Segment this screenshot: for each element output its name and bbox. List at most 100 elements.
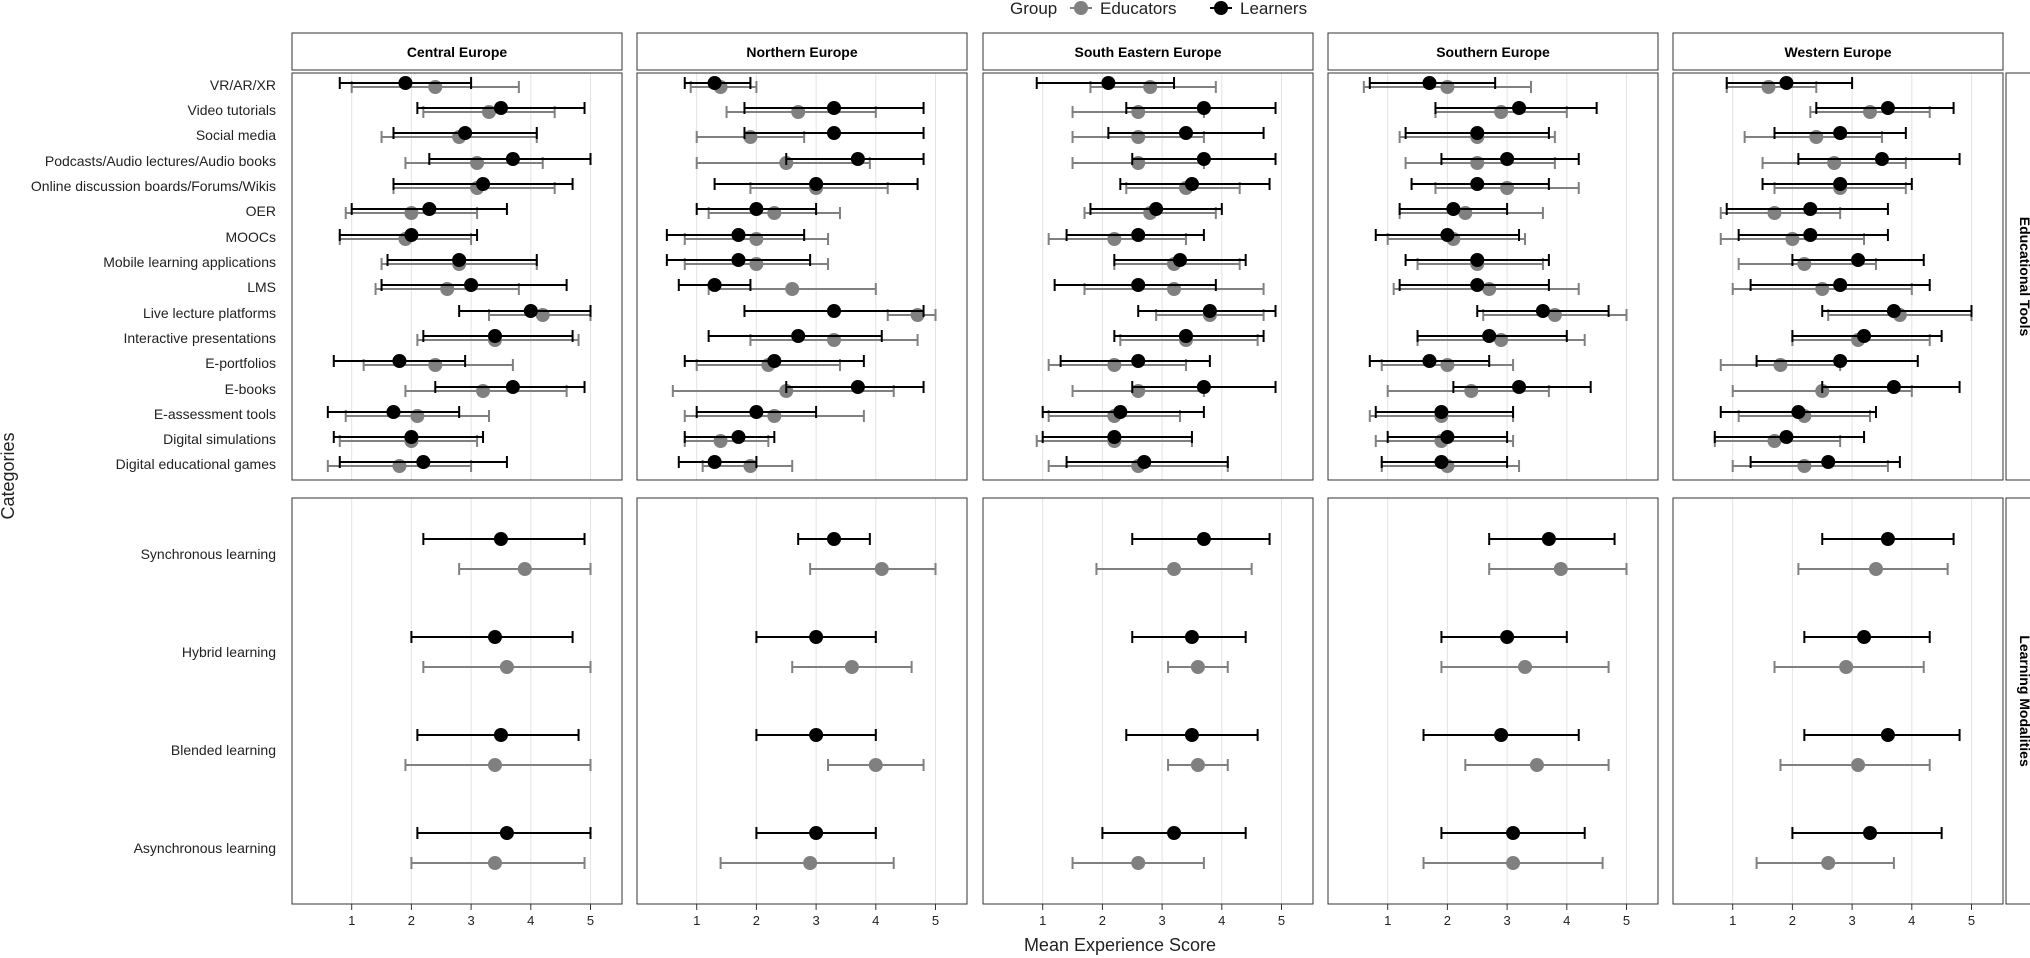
x-tick-label: 3 — [1158, 913, 1165, 928]
learners-point — [1440, 228, 1455, 242]
panel-1-2 — [982, 497, 1314, 905]
x-tick-label: 5 — [932, 913, 939, 928]
category-label: Video tutorials — [188, 102, 276, 118]
legend-key-educators — [1074, 1, 1088, 15]
learners-point — [487, 630, 502, 644]
learners-point — [731, 228, 746, 242]
learners-point — [827, 101, 842, 115]
learners-point — [1107, 430, 1122, 444]
x-tick-label: 3 — [1848, 913, 1855, 928]
learners-point — [1434, 405, 1449, 419]
panel-frame — [636, 497, 968, 905]
learners-point — [1131, 278, 1146, 292]
learners-point — [1803, 228, 1818, 242]
category-label: OER — [246, 203, 276, 219]
x-tick-label: 1 — [693, 913, 700, 928]
x-tick-label: 4 — [1218, 913, 1225, 928]
educators-point — [1506, 856, 1521, 870]
learners-point — [1422, 354, 1437, 368]
learners-point — [1833, 126, 1848, 140]
learners-point — [1196, 101, 1211, 115]
educators-point — [517, 562, 532, 576]
x-tick-label: 4 — [527, 913, 534, 928]
educators-point — [785, 282, 800, 296]
x-tick-label: 1 — [348, 913, 355, 928]
learners-point — [1833, 278, 1848, 292]
row-strip-label: Learning Modalities — [2017, 635, 2030, 767]
learners-point — [1196, 152, 1211, 166]
learners-point — [809, 630, 824, 644]
x-tick-label: 3 — [1503, 913, 1510, 928]
legend-label-educators: Educators — [1100, 0, 1177, 18]
x-tick-label: 5 — [1278, 913, 1285, 928]
learners-point — [1149, 202, 1164, 216]
learners-point — [505, 152, 520, 166]
learners-point — [1541, 532, 1556, 546]
panel-0-2 — [982, 72, 1314, 481]
educators-point — [803, 856, 818, 870]
panel-1-3 — [1327, 497, 1659, 905]
learners-point — [493, 728, 508, 742]
panel-frame — [982, 497, 1314, 905]
strip-2 — [982, 32, 1314, 71]
category-label: Mobile learning applications — [103, 254, 276, 270]
learners-point — [422, 202, 437, 216]
category-label: Interactive presentations — [123, 330, 276, 346]
strip-1 — [636, 32, 968, 71]
learners-point — [1880, 101, 1895, 115]
learners-point — [1184, 630, 1199, 644]
category-labels: VR/AR/XR Video tutorials Social media Podca… — [31, 77, 276, 856]
learners-point — [707, 278, 722, 292]
strip-4 — [1672, 32, 2004, 71]
learners-point — [1779, 76, 1794, 90]
educators-point — [1529, 758, 1544, 772]
learners-point — [1886, 304, 1901, 318]
panel-1-0 — [291, 497, 623, 905]
learners-point — [809, 177, 824, 191]
x-tick-label: 2 — [408, 913, 415, 928]
learners-point — [458, 126, 473, 140]
category-label: Blended learning — [171, 742, 276, 758]
learners-point — [1874, 152, 1889, 166]
category-label: Social media — [196, 127, 276, 143]
x-tick-label: 1 — [1039, 913, 1046, 928]
learners-point — [1512, 380, 1527, 394]
category-label: VR/AR/XR — [210, 77, 276, 93]
legend-title: Group — [1010, 0, 1057, 18]
learners-point — [1535, 304, 1550, 318]
x-tick-label: 5 — [1968, 913, 1975, 928]
learners-point — [749, 202, 764, 216]
panel-0-3 — [1327, 72, 1659, 481]
panel-frame — [1672, 497, 2004, 905]
x-axis-title: Mean Experience Score — [1024, 935, 1216, 955]
x-axis: 1 2 3 4 5 1 2 3 4 5 1 2 3 4 5 1 2 3 4 5 1 2 3 4 5 — [348, 904, 1975, 928]
learners-point — [1196, 532, 1211, 546]
row-strip-label: Educational Tools — [2017, 217, 2030, 337]
learners-point — [1803, 202, 1818, 216]
educators-point — [874, 562, 889, 576]
learners-point — [1470, 177, 1485, 191]
learners-point — [827, 126, 842, 140]
learners-point — [523, 304, 538, 318]
educators-point — [1131, 856, 1146, 870]
x-tick-label: 3 — [812, 913, 819, 928]
learners-point — [1500, 630, 1515, 644]
learners-point — [1440, 430, 1455, 444]
learners-point — [1101, 76, 1116, 90]
x-tick-label: 2 — [1444, 913, 1451, 928]
x-tick-label: 5 — [1623, 913, 1630, 928]
learners-point — [1196, 380, 1211, 394]
learners-point — [1791, 405, 1806, 419]
x-tick-label: 4 — [1563, 913, 1570, 928]
learners-point — [404, 228, 419, 242]
learners-point — [1857, 329, 1872, 343]
category-label: Hybrid learning — [182, 644, 276, 660]
panel-frame — [291, 497, 623, 905]
learners-point — [1470, 278, 1485, 292]
learners-point — [416, 455, 431, 469]
legend-label-learners: Learners — [1240, 0, 1307, 18]
learners-point — [1506, 826, 1521, 840]
educators-point — [1553, 562, 1568, 576]
x-tick-label: 5 — [587, 913, 594, 928]
learners-point — [1779, 430, 1794, 444]
